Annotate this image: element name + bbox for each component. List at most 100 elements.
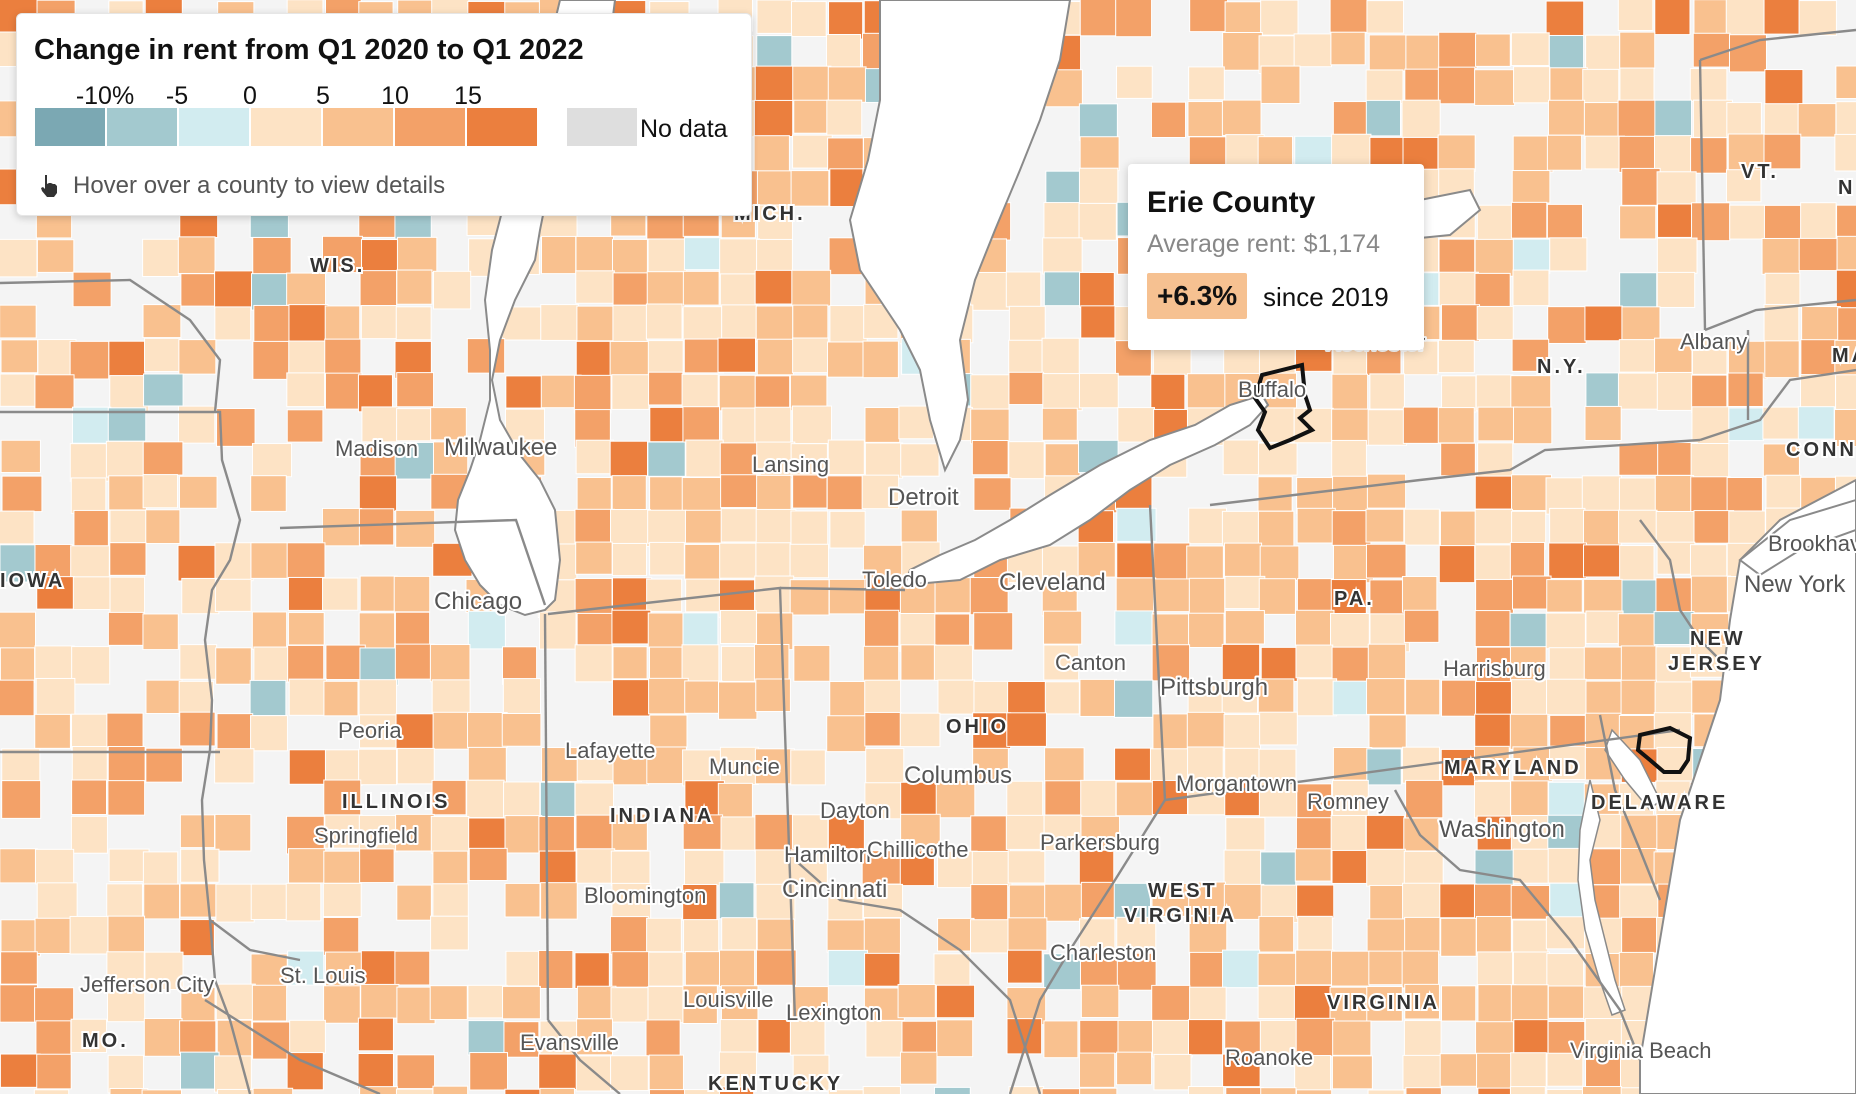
county-shape[interactable] [720,508,757,543]
county-shape[interactable] [612,272,651,306]
county-shape[interactable] [682,612,719,647]
county-shape[interactable] [683,919,720,954]
county-shape[interactable] [359,848,395,884]
county-shape[interactable] [1078,1052,1116,1088]
county-shape[interactable] [682,406,720,444]
county-shape[interactable] [1475,681,1512,715]
county-shape[interactable] [933,644,973,681]
county-shape[interactable] [1693,510,1735,544]
county-shape[interactable] [1331,950,1371,987]
county-shape[interactable] [215,647,252,685]
county-shape[interactable] [1585,610,1624,645]
county-shape[interactable] [287,612,325,646]
county-shape[interactable] [1513,1019,1549,1054]
county-shape[interactable] [358,475,398,512]
county-shape[interactable] [0,848,38,884]
county-shape[interactable] [1441,375,1477,413]
county-shape[interactable] [826,475,866,511]
county-shape[interactable] [359,714,400,749]
county-shape[interactable] [1366,918,1407,958]
county-shape[interactable] [647,986,687,1024]
county-shape[interactable] [1510,375,1552,409]
county-shape[interactable] [718,681,758,720]
county-shape[interactable] [358,679,398,716]
county-shape[interactable] [396,372,435,408]
county-shape[interactable] [467,984,508,1019]
county-shape[interactable] [0,439,41,474]
county-shape[interactable] [504,815,543,854]
county-shape[interactable] [1511,170,1551,204]
county-shape[interactable] [1656,237,1698,274]
county-shape[interactable] [250,475,287,512]
county-shape[interactable] [1401,575,1438,613]
county-shape[interactable] [250,715,288,752]
county-shape[interactable] [1369,579,1406,615]
county-shape[interactable] [1257,985,1299,1020]
county-shape[interactable] [1187,681,1225,716]
county-shape[interactable] [862,1086,901,1094]
county-shape[interactable] [286,272,327,306]
county-shape[interactable] [1440,442,1476,477]
county-shape[interactable] [864,442,904,479]
county-shape[interactable] [1223,849,1262,888]
county-shape[interactable] [250,953,288,988]
county-shape[interactable] [1221,99,1262,136]
county-shape[interactable] [1078,202,1117,241]
county-shape[interactable] [789,579,830,616]
county-shape[interactable] [1188,577,1226,617]
county-shape[interactable] [575,270,615,304]
county-shape[interactable] [502,678,542,715]
county-shape[interactable] [1619,31,1656,70]
county-shape[interactable] [1369,373,1405,410]
county-shape[interactable] [145,679,183,715]
county-shape[interactable] [430,815,470,854]
county-shape[interactable] [396,884,432,921]
county-shape[interactable] [1044,681,1080,715]
county-shape[interactable] [1116,952,1157,991]
county-shape[interactable] [1188,612,1225,649]
county-shape[interactable] [971,440,1009,476]
county-shape[interactable] [1836,235,1856,271]
county-shape[interactable] [1367,1089,1405,1094]
county-shape[interactable] [1,748,41,783]
county-shape[interactable] [505,950,543,987]
county-shape[interactable] [1475,578,1514,615]
county-shape[interactable] [754,65,795,102]
county-shape[interactable] [429,644,471,683]
county-shape[interactable] [1329,986,1371,1024]
county-shape[interactable] [1510,780,1549,818]
county-shape[interactable] [1619,884,1660,920]
county-shape[interactable] [252,1021,293,1060]
county-shape[interactable] [469,1052,508,1091]
county-shape[interactable] [249,679,287,717]
county-shape[interactable] [501,713,542,747]
county-shape[interactable] [826,919,866,953]
county-shape[interactable] [505,375,545,409]
county-shape[interactable] [1437,66,1476,105]
county-shape[interactable] [1007,949,1043,984]
county-shape[interactable] [1365,543,1407,579]
county-shape[interactable] [0,544,38,583]
county-shape[interactable] [180,986,216,1023]
county-shape[interactable] [935,984,976,1019]
county-shape[interactable] [1512,848,1550,884]
county-shape[interactable] [324,951,365,990]
county-shape[interactable] [1437,339,1475,374]
county-shape[interactable] [827,1089,868,1094]
county-shape[interactable] [1257,678,1295,716]
county-shape[interactable] [1476,951,1514,989]
county-shape[interactable] [177,544,217,582]
county-shape[interactable] [324,372,363,410]
county-shape[interactable] [179,814,216,849]
county-shape[interactable] [1043,202,1080,240]
county-shape[interactable] [719,238,761,278]
county-shape[interactable] [1438,238,1476,274]
county-shape[interactable] [791,269,832,307]
county-shape[interactable] [141,1089,183,1094]
county-shape[interactable] [719,542,757,579]
county-shape[interactable] [467,711,508,749]
county-shape[interactable] [973,477,1012,511]
county-shape[interactable] [789,1019,826,1056]
county-shape[interactable] [611,679,652,717]
county-shape[interactable] [1801,306,1841,344]
